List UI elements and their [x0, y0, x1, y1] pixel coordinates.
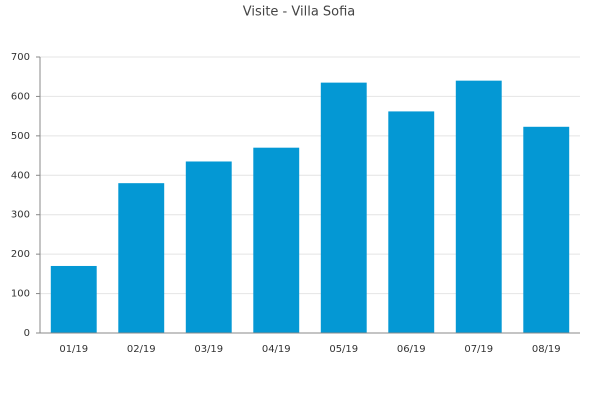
x-tick-label: 01/19 [59, 344, 88, 355]
y-tick-label: 700 [11, 52, 30, 63]
y-tick-label: 500 [11, 131, 30, 142]
y-tick-label: 200 [11, 249, 30, 260]
x-tick-label: 06/19 [397, 344, 426, 355]
x-tick-label: 04/19 [262, 344, 291, 355]
bar [523, 126, 570, 333]
bar [455, 80, 502, 334]
bar [388, 111, 435, 333]
bar [50, 265, 97, 333]
y-tick-label: 600 [11, 91, 30, 102]
bar [118, 183, 165, 333]
chart-title: Visite - Villa Sofia [243, 5, 356, 20]
y-tick-label: 400 [11, 170, 30, 181]
bar [185, 161, 232, 333]
bar [320, 82, 367, 333]
y-tick-label: 300 [11, 210, 30, 221]
x-tick-label: 05/19 [329, 344, 358, 355]
x-tick-label: 08/19 [532, 344, 561, 355]
x-tick-label: 02/19 [127, 344, 156, 355]
x-tick-label: 03/19 [194, 344, 223, 355]
y-tick-label: 0 [24, 328, 30, 339]
y-tick-label: 100 [11, 289, 30, 300]
x-tick-label: 07/19 [464, 344, 493, 355]
bar [253, 147, 300, 333]
